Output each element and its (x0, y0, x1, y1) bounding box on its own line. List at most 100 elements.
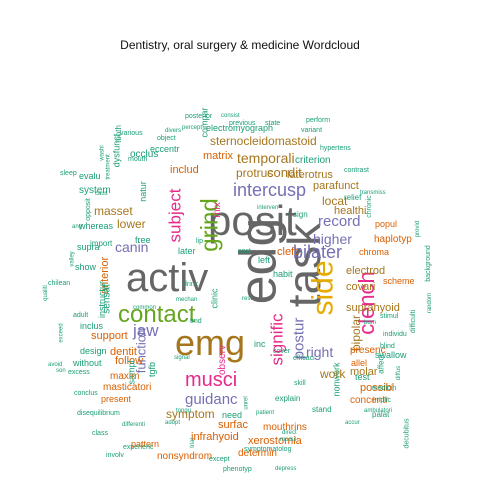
word-various: various (120, 130, 143, 137)
word-stand: stand (312, 405, 332, 414)
word-cover: cover (273, 348, 291, 355)
word-design: design (80, 346, 107, 356)
word-surfac: surfac (218, 419, 248, 431)
word-mix: mix (211, 202, 223, 218)
word-object: object (157, 135, 176, 142)
word-right: right (306, 344, 334, 360)
word-symptomatolog: symptomatolog (244, 446, 292, 453)
word-background: background (424, 245, 432, 282)
word-evalu: evalu (79, 171, 101, 181)
word-side: side (306, 260, 340, 316)
word-chronic: chronic (365, 195, 373, 218)
word-xerostomia: xerostomia (248, 435, 302, 447)
word-experienc: experienc (123, 444, 154, 451)
word-trial: trial (189, 438, 196, 448)
word-masticatori: masticatori (103, 382, 152, 393)
word-treatment: treatment (105, 154, 112, 180)
word-affect: affect (376, 354, 386, 374)
word-follow: follow (115, 355, 144, 367)
word-tgfb: tgfb (147, 361, 158, 378)
word-percept: percept (182, 125, 203, 131)
word-without: without (73, 358, 102, 368)
word-locat: locat (322, 194, 348, 208)
word-bilater: bilater (293, 242, 343, 262)
word-sampl: sampl (126, 360, 137, 385)
word-stimul: stimul (380, 313, 399, 320)
word-mechan: mechan (176, 297, 198, 303)
word-import: import (90, 239, 113, 248)
word-lip: lip (196, 238, 204, 245)
word-lower: lower (117, 217, 146, 231)
word-inc: inc (254, 339, 266, 349)
word-posit: posit (208, 197, 297, 244)
word-free: free (135, 235, 151, 245)
word-presenc: presenc (350, 345, 386, 356)
word-subject: subject (165, 188, 185, 243)
word-opposit: opposit (84, 198, 92, 221)
word-random: random (427, 292, 434, 314)
word-interven: interven (257, 205, 279, 211)
word-test: test (355, 372, 370, 382)
word-work: work (320, 367, 346, 381)
word-avoid: avoid (48, 362, 63, 368)
word-modul: modul (280, 437, 297, 443)
word-exceed: exceed (58, 323, 65, 343)
word-provid: provid (415, 220, 422, 238)
word-valley: valley (69, 251, 76, 267)
word-decubitus: decubitus (403, 418, 411, 449)
word-habit: habit (273, 269, 293, 279)
word-clinic: clinic (209, 288, 220, 309)
word-implic: implic (373, 397, 391, 404)
word-conclus: conclus (74, 390, 98, 397)
word-disequilibrium: disequilibrium (77, 410, 120, 417)
word-observ: observ (217, 344, 229, 376)
word-direct: direct (282, 430, 297, 436)
word-variant: variant (301, 127, 323, 134)
word-jaw: jaw (133, 321, 159, 340)
word-supra: supra (77, 242, 100, 252)
word-adult: adult (73, 312, 89, 319)
word-inclus: inclus (80, 321, 104, 331)
word-class: class (92, 430, 108, 437)
word-system: system (79, 185, 111, 196)
word-laterotrus: laterotrus (287, 169, 333, 181)
word-healthi: healthi (334, 205, 367, 217)
word-support: support (91, 330, 128, 342)
word-hypertens: hypertens (320, 145, 351, 152)
word-consist: consist (221, 113, 240, 119)
word-temporali: temporali (237, 150, 295, 166)
word-posterior: posterior (185, 113, 213, 120)
word-tongu: tongu (176, 408, 192, 414)
word-diffus: diffus (396, 365, 403, 381)
word-nonwork: nonwork (331, 362, 342, 397)
word-explain: explain (275, 394, 301, 403)
word-signific: signific (267, 313, 287, 366)
word-divers: divers (165, 128, 182, 134)
word-efficaci: efficaci (293, 355, 315, 362)
word-relief: relief (344, 193, 362, 202)
word-drink: drink (183, 281, 199, 288)
word-emg: emg (175, 322, 246, 363)
word-mouth: mouth (128, 156, 148, 163)
word-dentit: dentit (110, 346, 137, 358)
word-condit: condit (267, 165, 302, 180)
word-washi: washi (99, 145, 106, 161)
word-involv: involv (106, 452, 124, 459)
word-differenti: differenti (122, 422, 145, 428)
word-tmd: tmd (190, 318, 202, 325)
word-burn: burn (364, 320, 377, 326)
word-guidanc: guidanc (185, 391, 238, 408)
word-caus: caus (95, 191, 108, 197)
word-skill: skill (294, 380, 306, 387)
word-adopt: adopt (165, 420, 181, 426)
word-unrel: unrel (243, 396, 250, 410)
word-son: son (56, 368, 66, 374)
word-popul: popul (375, 219, 398, 229)
word-natur: natur (137, 181, 148, 202)
word-except: except (209, 456, 230, 463)
word-palat: palat (372, 410, 390, 419)
word-contrast: contrast (344, 167, 369, 174)
word-present: present (101, 394, 132, 404)
word-excess: excess (68, 369, 90, 376)
